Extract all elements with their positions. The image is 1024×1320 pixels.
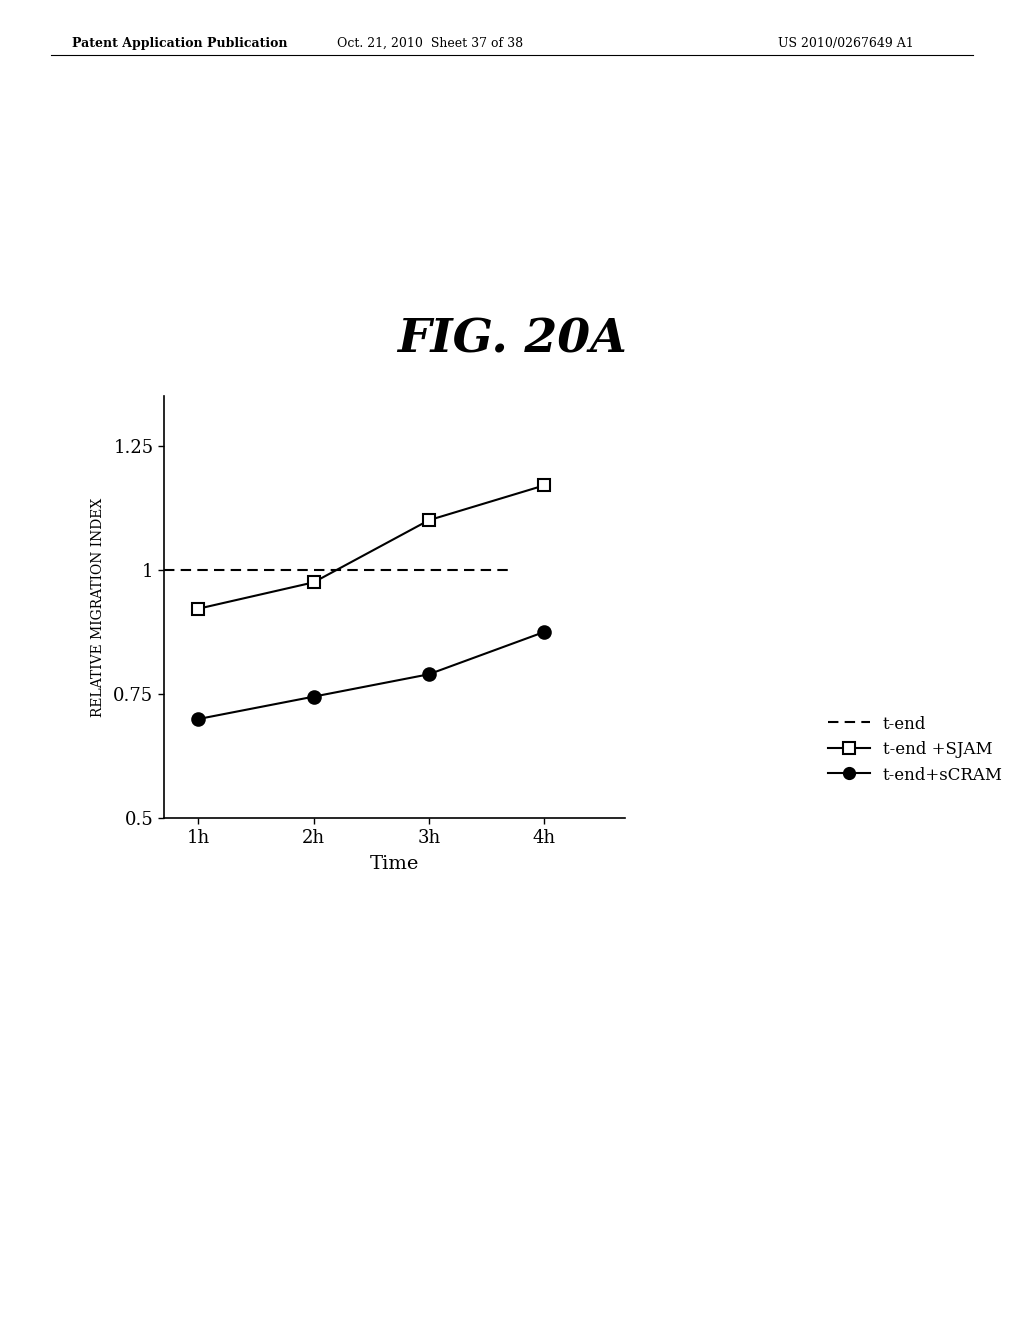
Text: US 2010/0267649 A1: US 2010/0267649 A1 — [778, 37, 914, 50]
X-axis label: Time: Time — [370, 855, 419, 873]
Text: Oct. 21, 2010  Sheet 37 of 38: Oct. 21, 2010 Sheet 37 of 38 — [337, 37, 523, 50]
Y-axis label: RELATIVE MIGRATION INDEX: RELATIVE MIGRATION INDEX — [91, 498, 105, 717]
Text: Patent Application Publication: Patent Application Publication — [72, 37, 287, 50]
Legend: t-end, t-end +SJAM, t-end+sCRAM: t-end, t-end +SJAM, t-end+sCRAM — [823, 710, 1008, 789]
Text: FIG. 20A: FIG. 20A — [397, 317, 627, 363]
